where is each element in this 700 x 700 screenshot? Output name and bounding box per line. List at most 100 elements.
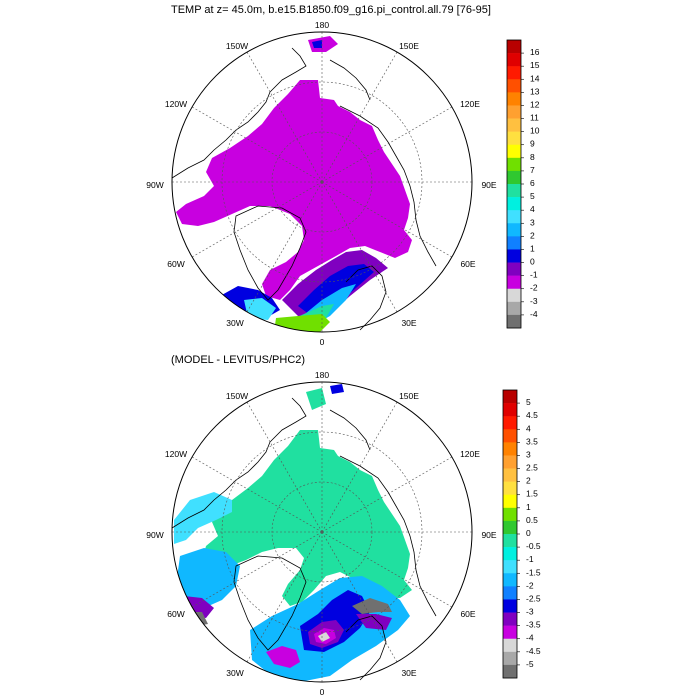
colorbar-2-swatch [503,442,517,456]
colorbar-2-swatch [503,481,517,496]
lon-label-60w: 60W [167,259,184,269]
colorbar-2: 5 4.5 4 3.5 3 2.5 2 1.5 1 0.5 0 -0.5 -1 -1.5 -2 -2.5 -3 -… [502,389,541,679]
colorbar-2-swatch [503,468,517,482]
colorbar-1-tick-label: -1 [530,270,538,280]
map-1 [171,31,473,333]
colorbar-2-swatch [503,534,517,548]
colorbar-2-swatch [503,651,517,666]
colorbar-1-tick-label: -4 [530,309,538,319]
lon-label-120w: 120W [165,449,187,459]
lon-label-120e: 120E [460,449,480,459]
colorbar-2-swatch [503,573,517,587]
lon-label-90e: 90E [481,530,496,540]
colorbar-1-swatch [507,288,521,303]
map-2-graticule [172,382,472,682]
colorbar-1-swatch [507,170,521,185]
coast-alaska [269,397,307,443]
colorbar-2-swatch [503,625,517,640]
colorbar-1-tick-label: 0 [530,257,535,267]
lon-label-90w: 90W [146,530,163,540]
colorbar-2-swatch [503,494,517,509]
colorbar-1-swatch [507,236,521,250]
colorbar-2-swatch [503,390,517,404]
coast-eurasia [339,105,437,267]
map-2-coastlines [171,397,437,681]
colorbar-1-swatch [507,210,521,224]
colorbar-2-tick-label: 0.5 [526,515,538,525]
colorbar-2-tick-label: -0.5 [526,541,541,551]
lon-label-90w: 90W [146,180,163,190]
lon-label-150e: 150E [399,41,419,51]
colorbar-2-tick-label: -1.5 [526,567,541,577]
colorbar-2-tick-label: -4 [526,633,534,643]
field-nordic-green [274,314,330,332]
colorbar-2-swatch [503,547,517,561]
colorbar-1-swatch [507,118,521,132]
colorbar-2-tick-label: -2 [526,580,534,590]
colorbar-1-swatch [507,144,521,159]
lon-label-150w: 150W [226,391,248,401]
colorbar-1-swatch [507,79,521,93]
colorbar-1-tick-label: 3 [530,217,535,227]
lon-label-0: 0 [320,337,325,347]
map-1-coastlines [171,47,437,331]
colorbar-2-tick-label: 2 [526,476,531,486]
field-blue-top [330,384,344,394]
map-2-border [171,381,473,683]
panel-1-title: TEMP at z= 45.0m, b.e15.B1850.f09_g16.pi… [171,4,491,16]
lon-label-120e: 120E [460,99,480,109]
lon-label-30e: 30E [401,668,416,678]
colorbar-1-tick-label: 1 [530,243,535,253]
colorbar-1-swatch [507,301,521,316]
map-2 [171,381,473,683]
colorbar-2-tick-label: 2.5 [526,463,538,473]
map-1-border [171,31,473,333]
lon-label-30w: 30W [226,318,243,328]
field-nordic-grey [318,632,330,642]
lon-label-180: 180 [315,20,329,30]
colorbar-1-tick-label: 5 [530,191,535,201]
coast-scandinavia [345,615,387,681]
colorbar-1-swatch [507,105,521,119]
colorbar-2-tick-label: 5 [526,397,531,407]
field-greenland-sea-magenta [266,646,300,668]
colorbar-2-swatch [503,455,517,469]
colorbar-1-swatch [507,157,521,172]
colorbar-2-swatch [503,664,517,679]
colorbar-2-swatch [503,416,517,430]
coast-scandinavia [345,265,387,331]
colorbar-1-tick-label: 14 [530,73,540,83]
lon-label-30w: 30W [226,668,243,678]
colorbar-1-swatch [507,197,521,211]
coast-alaska [269,47,307,93]
colorbar-1-tick-label: 8 [530,152,535,162]
colorbar-2-tick-label: 0 [526,528,531,538]
panel-2: (MODEL - LEVITUS/PHC2) [146,354,541,697]
coast-greenland [233,555,307,651]
coast-canada [171,91,271,179]
field-aqua-top [306,388,326,410]
colorbar-2-tick-label: -3.5 [526,620,541,630]
map-2-field [174,384,412,682]
colorbar-1-tick-label: 6 [530,178,535,188]
lon-label-60e: 60E [460,609,475,619]
field-norway-grey [352,598,392,614]
colorbar-1-tick-label: 11 [530,113,539,123]
colorbar-1-tick-label: 9 [530,139,535,149]
map-1-graticule [172,32,472,332]
colorbar-2-swatch [503,429,517,443]
coast-greenland [233,205,307,301]
colorbar-2-swatch [503,403,517,417]
map-2-lon-labels: 180 150W 150E 120W 120E 90W 90E 60W 60E … [146,370,497,697]
lon-label-180: 180 [315,370,329,380]
colorbar-1-swatch [507,40,521,54]
colorbar-1-tick-label: 10 [530,126,540,136]
colorbar-1-swatch [507,223,521,237]
lon-label-90e: 90E [481,180,496,190]
colorbar-1-swatch [507,92,521,106]
colorbar-1-swatch [507,314,521,329]
colorbar-2-tick-label: 3.5 [526,436,538,446]
map-1-lon-labels: 180 150W 150E 120W 120E 90W 90E 60W 60E … [146,20,497,347]
lon-label-30e: 30E [401,318,416,328]
